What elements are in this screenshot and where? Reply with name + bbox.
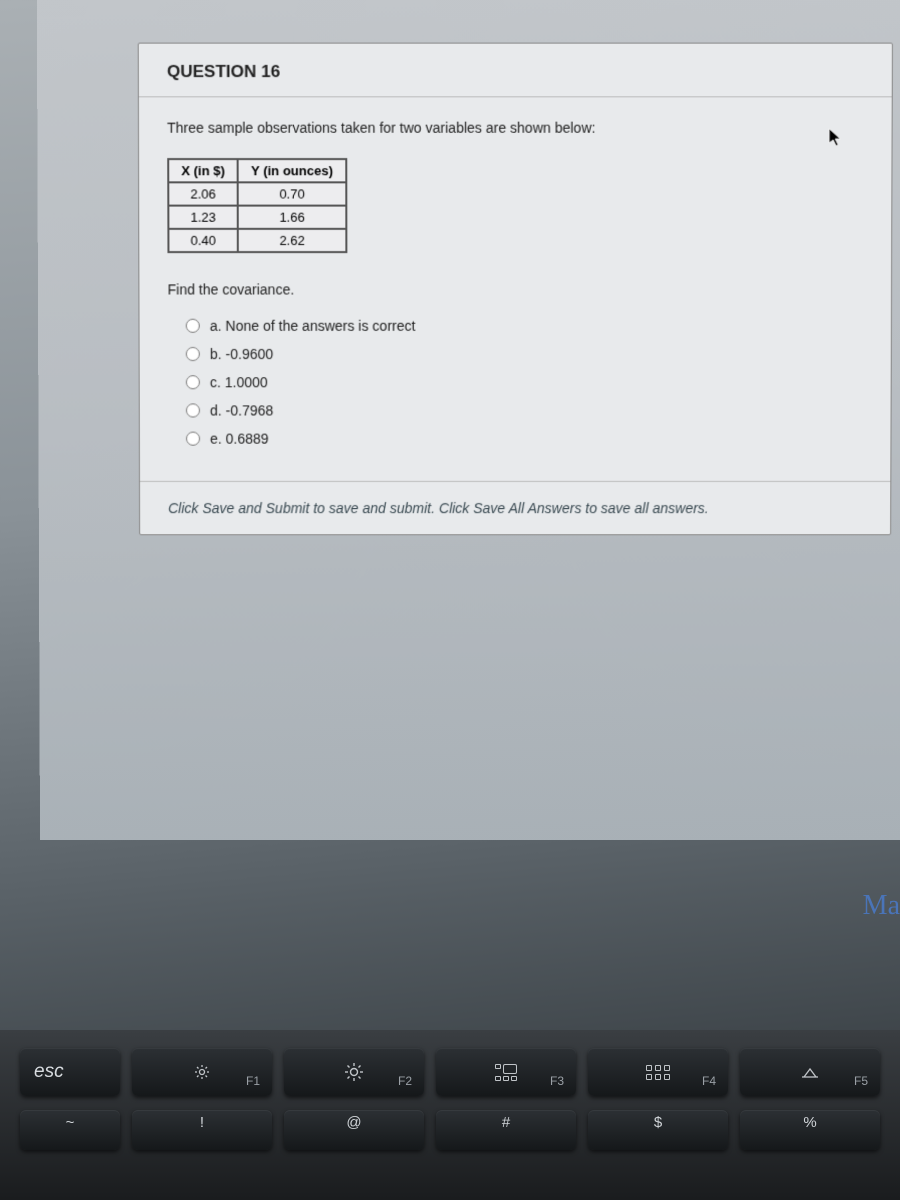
option-label: c. 1.0000	[210, 374, 268, 390]
f2-key[interactable]: F2	[284, 1048, 424, 1096]
table-cell: 0.40	[168, 229, 238, 252]
keyboard-brightness-down-icon	[800, 1065, 820, 1079]
brightness-down-icon	[192, 1062, 212, 1082]
question-instruction: Find the covariance.	[168, 281, 863, 297]
five-key[interactable]: %	[740, 1110, 880, 1150]
option-radio[interactable]	[186, 432, 200, 446]
fn-label: F2	[398, 1074, 412, 1088]
question-header: QUESTION 16	[139, 44, 892, 98]
tilde-symbol: ~	[66, 1114, 75, 1131]
option-radio[interactable]	[186, 319, 200, 333]
f1-key[interactable]: F1	[132, 1048, 272, 1096]
fn-label: F4	[702, 1074, 716, 1088]
f3-key[interactable]: F3	[436, 1048, 576, 1096]
data-table: X (in $) Y (in ounces) 2.06 0.70 1.23 1.…	[167, 158, 347, 253]
option-radio[interactable]	[186, 347, 200, 361]
option-e[interactable]: e. 0.6889	[168, 425, 863, 453]
table-cell: 2.62	[238, 229, 346, 252]
option-label: b. -0.9600	[210, 346, 273, 362]
option-label: d. -0.7968	[210, 402, 273, 418]
question-body: Three sample observations taken for two …	[139, 97, 892, 481]
table-cell: 0.70	[238, 182, 346, 205]
one-key[interactable]: !	[132, 1110, 272, 1150]
table-header: Y (in ounces)	[238, 159, 346, 182]
f5-key[interactable]: F5	[740, 1048, 880, 1096]
cursor-icon	[828, 128, 844, 153]
question-prompt: Three sample observations taken for two …	[167, 120, 863, 136]
function-key-row: esc F1 F2 F3 F4	[0, 1048, 900, 1096]
table-row: 0.40 2.62	[168, 229, 346, 252]
footer-note: Click Save and Submit to save and submit…	[140, 481, 890, 534]
option-d[interactable]: d. -0.7968	[168, 396, 863, 424]
three-key[interactable]: #	[436, 1110, 576, 1150]
table-cell: 1.23	[168, 206, 238, 229]
option-b[interactable]: b. -0.9600	[168, 340, 863, 368]
option-a[interactable]: a. None of the answers is correct	[168, 312, 863, 340]
question-title: QUESTION 16	[167, 62, 864, 82]
partial-text: Ma	[863, 890, 900, 922]
table-cell: 2.06	[168, 182, 238, 205]
esc-key[interactable]: esc	[20, 1048, 120, 1096]
option-label: a. None of the answers is correct	[210, 318, 416, 334]
table-cell: 1.66	[238, 206, 346, 229]
option-radio[interactable]	[186, 375, 200, 389]
fn-label: F5	[854, 1074, 868, 1088]
option-label: e. 0.6889	[210, 431, 269, 447]
esc-label: esc	[34, 1061, 64, 1083]
key-symbol: !	[200, 1114, 204, 1131]
key-symbol: @	[346, 1114, 361, 1131]
tilde-key[interactable]: ~	[20, 1110, 120, 1150]
option-c[interactable]: c. 1.0000	[168, 368, 863, 396]
mission-control-icon	[495, 1064, 517, 1081]
f4-key[interactable]: F4	[588, 1048, 728, 1096]
screen-area: QUESTION 16 Three sample observations ta…	[37, 0, 900, 840]
keyboard: esc F1 F2 F3 F4	[0, 1030, 900, 1200]
brightness-up-icon	[343, 1061, 365, 1083]
fn-label: F1	[246, 1074, 260, 1088]
quiz-panel: QUESTION 16 Three sample observations ta…	[138, 43, 893, 536]
four-key[interactable]: $	[588, 1110, 728, 1150]
key-symbol: $	[654, 1114, 662, 1131]
table-header-row: X (in $) Y (in ounces)	[168, 159, 346, 182]
option-radio[interactable]	[186, 403, 200, 417]
two-key[interactable]: @	[284, 1110, 424, 1150]
key-symbol: #	[502, 1114, 510, 1131]
fn-label: F3	[550, 1074, 564, 1088]
launchpad-icon	[646, 1065, 670, 1080]
table-row: 1.23 1.66	[168, 206, 346, 229]
table-header: X (in $)	[168, 159, 238, 182]
number-key-row: ~ ! @ # $ %	[0, 1110, 900, 1150]
table-row: 2.06 0.70	[168, 182, 346, 205]
key-symbol: %	[803, 1114, 816, 1131]
